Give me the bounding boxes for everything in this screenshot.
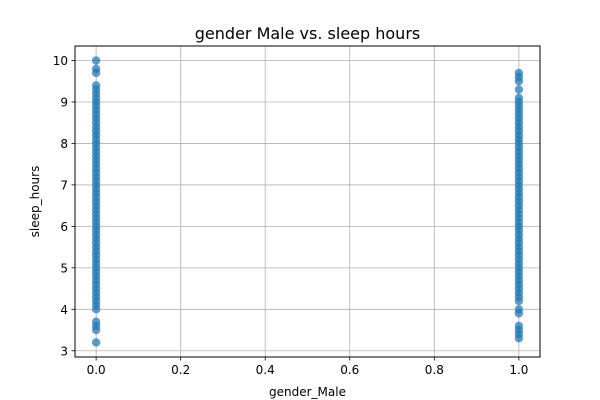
y-tick-label: 4: [60, 303, 68, 317]
y-tick-label: 3: [60, 344, 68, 358]
y-tick-label: 5: [60, 261, 68, 275]
x-axis-label: gender_Male: [269, 385, 346, 399]
data-points: [91, 56, 524, 347]
scatter-point: [91, 338, 101, 347]
scatter-point: [514, 305, 524, 314]
axis-ticks: 0.0 0.2 0.4 0.6 0.8 1.0 3 4 5 6 7 8 9 10: [53, 54, 529, 377]
plot-frame: [74, 45, 541, 358]
scatter-point: [91, 56, 101, 65]
x-tick-label: 1.0: [509, 363, 528, 377]
scatter-point: [91, 64, 101, 74]
scatter-point: [91, 317, 101, 326]
y-tick-label: 7: [60, 178, 68, 192]
scatter-point: [514, 68, 524, 78]
x-tick-label: 0.8: [425, 363, 444, 377]
grid: [75, 46, 540, 357]
y-tick-label: 10: [53, 54, 68, 68]
x-tick-label: 0.2: [171, 363, 190, 377]
y-tick-label: 8: [60, 137, 68, 151]
x-tick-label: 0.6: [340, 363, 359, 377]
chart-title: gender Male vs. sleep hours: [195, 24, 420, 43]
x-tick-label: 0.4: [256, 363, 275, 377]
scatter-point: [514, 85, 524, 94]
scatter-point: [514, 93, 524, 103]
y-tick-label: 6: [60, 220, 68, 234]
scatter-point: [514, 321, 524, 331]
y-axis-label: sleep_hours: [28, 166, 42, 238]
x-tick-label: 0.0: [87, 363, 106, 377]
scatter-point: [91, 81, 101, 90]
y-tick-label: 9: [60, 95, 68, 109]
